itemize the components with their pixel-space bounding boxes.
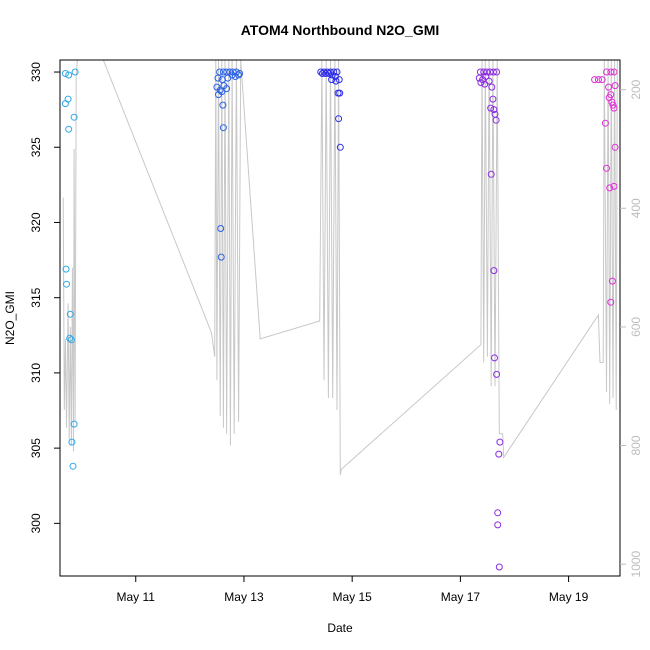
- data-point: [489, 68, 497, 76]
- data-point: [65, 125, 73, 133]
- data-point: [607, 298, 615, 306]
- y-axis-label: N2O_GMI: [3, 291, 17, 345]
- data-point: [62, 265, 70, 273]
- data-point: [67, 336, 75, 344]
- data-point: [611, 143, 619, 151]
- data-point: [217, 253, 225, 261]
- data-point: [219, 101, 227, 109]
- y-tick-label: 325: [29, 137, 43, 157]
- data-point: [491, 354, 498, 362]
- data-point: [482, 73, 490, 80]
- x-tick-label: May 15: [332, 590, 372, 604]
- y-axis: 300 305 310 315 320 325 330: [29, 62, 60, 533]
- data-point: [487, 170, 495, 178]
- data-point: [216, 86, 224, 94]
- data-point: [610, 68, 618, 76]
- data-point: [496, 438, 504, 446]
- right-axis: 200 400 600 800 1000: [620, 79, 643, 577]
- data-point: [325, 70, 333, 77]
- data-point: [64, 95, 72, 103]
- data-point: [494, 521, 502, 529]
- x-tick-label: May 13: [224, 590, 264, 604]
- data-point: [336, 143, 344, 151]
- data-point: [608, 277, 616, 285]
- data-point: [495, 450, 503, 458]
- x-tick-label: May 17: [441, 590, 481, 604]
- data-point: [493, 68, 501, 76]
- data-point: [607, 68, 615, 76]
- right-tick-label: 800: [629, 435, 643, 455]
- data-point: [63, 280, 70, 288]
- data-point: [610, 182, 618, 190]
- points-layer: [61, 68, 619, 571]
- data-point: [70, 420, 78, 428]
- data-point: [490, 267, 498, 275]
- data-point: [336, 89, 344, 97]
- data-point: [335, 76, 343, 84]
- data-point: [475, 74, 483, 82]
- y-tick-label: 305: [29, 438, 43, 458]
- data-point: [493, 370, 501, 378]
- data-point: [603, 68, 610, 76]
- data-point: [217, 225, 225, 232]
- data-point: [481, 80, 489, 88]
- data-point: [71, 68, 79, 76]
- right-tick-label: 1000: [629, 550, 643, 577]
- data-point: [328, 76, 336, 84]
- right-tick-label: 400: [629, 198, 643, 218]
- x-axis: May 11 May 13 May 15 May 17 May 19: [117, 576, 589, 604]
- data-point: [328, 71, 336, 79]
- data-point: [494, 509, 502, 517]
- data-point: [591, 76, 599, 84]
- data-point: [489, 95, 497, 103]
- data-point: [68, 438, 76, 446]
- y-tick-label: 330: [29, 62, 43, 82]
- y-tick-label: 310: [29, 363, 43, 383]
- data-point: [61, 70, 69, 77]
- data-point: [66, 334, 74, 342]
- data-point: [70, 113, 78, 121]
- data-point: [231, 73, 239, 80]
- data-point: [601, 119, 609, 127]
- data-point: [610, 104, 618, 112]
- y-tick-label: 320: [29, 212, 43, 232]
- data-point: [65, 71, 73, 79]
- flight-path-layer: [62, 59, 618, 476]
- data-point: [594, 76, 602, 84]
- x-axis-label: Date: [327, 621, 353, 635]
- x-tick-label: May 11: [117, 590, 156, 604]
- data-point: [611, 82, 619, 90]
- data-point: [605, 83, 613, 91]
- x-tick-label: May 19: [549, 590, 589, 604]
- data-point: [477, 79, 485, 87]
- data-point: [492, 116, 500, 124]
- data-point: [332, 77, 340, 85]
- y-tick-label: 315: [29, 287, 43, 307]
- data-point: [66, 310, 74, 318]
- right-tick-label: 200: [629, 79, 643, 99]
- data-point: [335, 115, 343, 123]
- chart-title: ATOM4 Northbound N2O_GMI: [241, 22, 440, 38]
- plot-frame: [59, 59, 621, 577]
- data-point: [495, 563, 503, 571]
- data-point: [61, 100, 69, 108]
- data-point: [609, 101, 617, 109]
- data-point: [490, 106, 498, 114]
- data-point: [219, 124, 227, 132]
- y-tick-label: 300: [29, 513, 43, 533]
- data-point: [214, 74, 222, 82]
- data-point: [69, 462, 77, 470]
- data-point: [218, 88, 226, 96]
- data-point: [606, 184, 614, 192]
- data-point: [487, 104, 495, 112]
- data-point: [603, 164, 610, 172]
- right-tick-label: 600: [629, 317, 643, 337]
- data-point: [322, 70, 330, 77]
- data-point: [608, 98, 616, 106]
- data-point: [235, 71, 243, 79]
- data-point: [598, 76, 606, 84]
- flight-path-line: [62, 59, 618, 476]
- data-point: [488, 83, 496, 91]
